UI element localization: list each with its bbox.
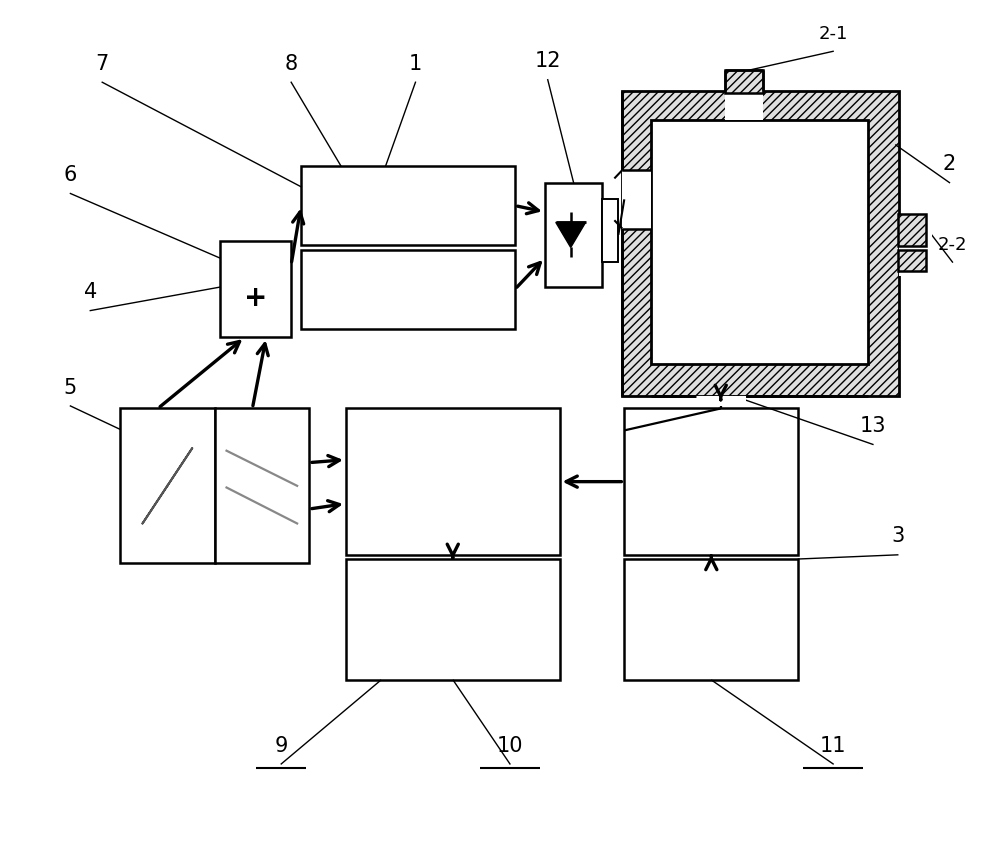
Text: 13: 13 xyxy=(860,416,886,436)
Text: 9: 9 xyxy=(275,736,288,755)
Bar xyxy=(215,408,309,563)
Bar xyxy=(120,408,215,563)
Bar xyxy=(545,183,602,287)
Bar xyxy=(624,559,798,680)
Text: 7: 7 xyxy=(96,54,109,74)
Text: 2: 2 xyxy=(943,154,956,174)
Bar xyxy=(651,120,868,364)
Bar xyxy=(898,249,926,271)
Bar xyxy=(725,91,763,120)
Bar xyxy=(602,200,618,262)
Bar xyxy=(301,249,515,329)
Text: 12: 12 xyxy=(534,51,561,72)
Bar xyxy=(346,559,560,680)
Text: 8: 8 xyxy=(285,54,298,74)
Bar xyxy=(622,91,899,396)
Text: 1: 1 xyxy=(409,54,422,74)
Text: 6: 6 xyxy=(64,165,77,185)
Text: +: + xyxy=(244,284,267,312)
Text: 2-2: 2-2 xyxy=(938,236,967,253)
Polygon shape xyxy=(556,222,586,248)
Bar xyxy=(899,215,932,276)
Bar xyxy=(696,396,746,406)
Bar xyxy=(898,215,926,246)
Bar xyxy=(346,408,560,555)
Bar xyxy=(622,170,651,229)
Bar xyxy=(725,70,763,93)
Text: 4: 4 xyxy=(84,282,97,302)
Text: 2-1: 2-1 xyxy=(818,25,848,43)
Text: 11: 11 xyxy=(820,736,846,755)
Bar xyxy=(220,241,291,338)
Bar xyxy=(301,166,515,245)
Text: 3: 3 xyxy=(891,526,904,546)
Text: 10: 10 xyxy=(497,736,523,755)
Text: 5: 5 xyxy=(64,377,77,397)
Bar xyxy=(624,408,798,555)
